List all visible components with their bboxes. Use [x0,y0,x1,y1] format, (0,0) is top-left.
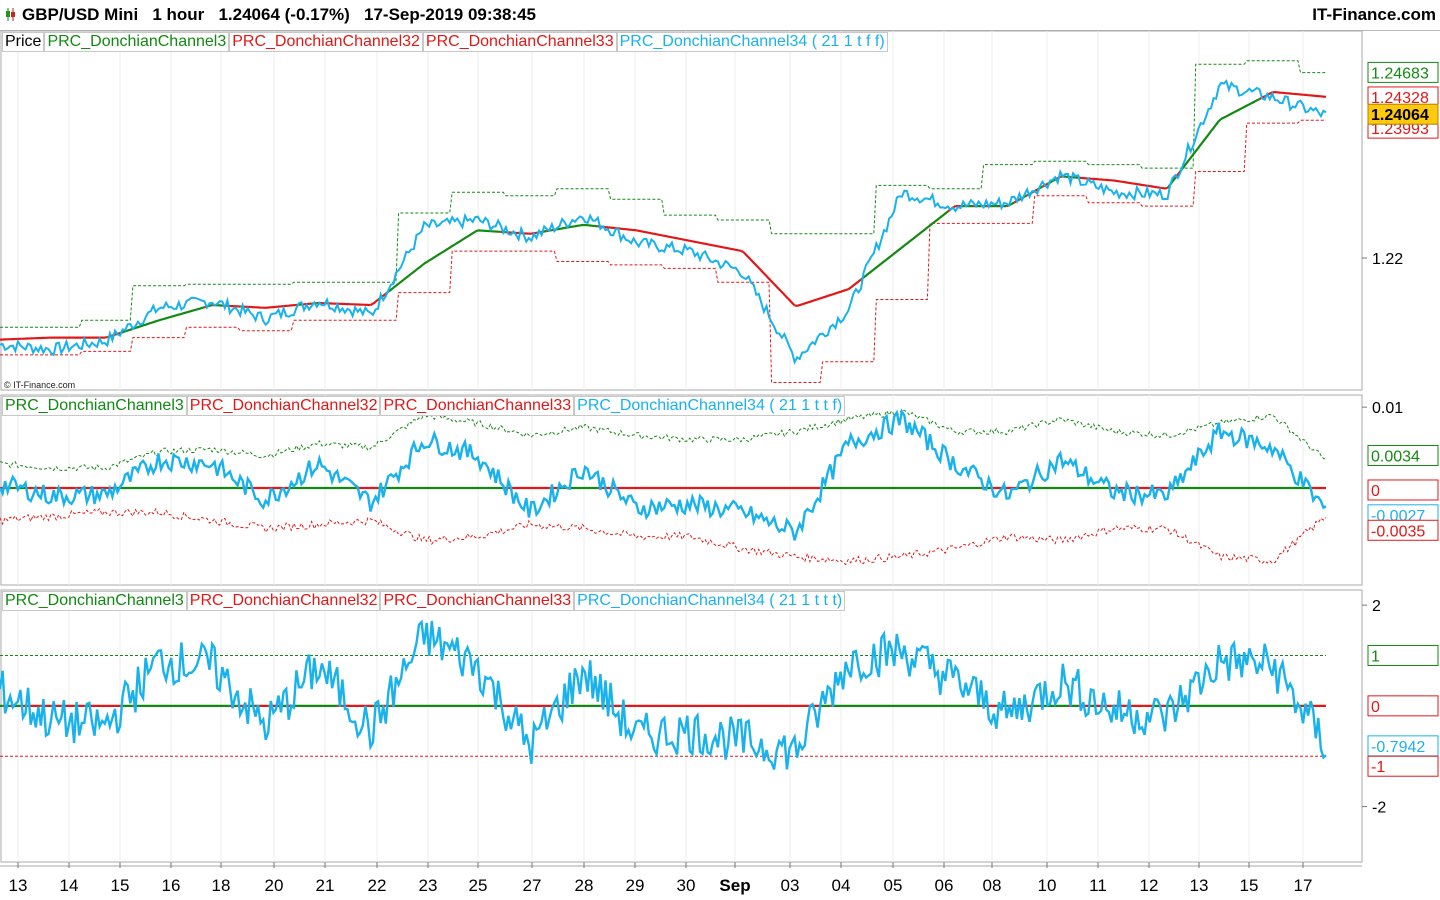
legend-donchian3[interactable]: PRC_DonchianChannel3 [44,32,230,52]
ind2-upper-value-box [1367,644,1439,666]
brand-label: IT-Finance.com [1312,5,1436,24]
midline-value: 1.24328 [1371,90,1429,107]
date-tick-label: 23 [419,876,438,895]
ind1-line [0,408,1327,541]
ind2-line [0,619,1327,770]
date-tick-label: 21 [316,876,335,895]
date-tick-label: 30 [677,876,696,895]
date-tick-label: 06 [935,876,954,895]
ind1-lower-value-box [1367,519,1439,541]
axis-tick-label: 2 [1372,598,1381,615]
legend-donchian34[interactable]: PRC_DonchianChannel34 ( 21 1 t f f) [616,32,888,52]
watermark: © IT-Finance.com [4,380,75,390]
ind2-upper-value: 1 [1371,648,1380,665]
legend-price-panel: Price PRC_DonchianChannel3 PRC_DonchianC… [2,32,888,52]
date-tick-label: 13 [9,876,28,895]
legend-donchian32[interactable]: PRC_DonchianChannel32 [186,591,381,611]
panel-frame [0,30,1363,391]
ind1-zero-value: 0 [1371,483,1380,500]
date-tick-label: 25 [469,876,488,895]
axis-tick-label: -2 [1372,800,1386,817]
date-tick-label: 20 [265,876,284,895]
legend-donchian34[interactable]: PRC_DonchianChannel34 ( 21 1 t t f) [574,396,846,416]
date-tick-label: 27 [523,876,542,895]
candlestick-icon [6,8,15,21]
legend-donchian3[interactable]: PRC_DonchianChannel3 [2,591,187,611]
date-tick-label: 03 [781,876,800,895]
date-tick-label: 12 [1140,876,1159,895]
ind2-zero-value-box [1367,695,1439,717]
legend-donchian32[interactable]: PRC_DonchianChannel32 [229,32,423,52]
last-price-value: 1.24064 [1371,107,1429,124]
date-tick-label: 10 [1038,876,1057,895]
ind2-lower-value: -1 [1371,759,1385,776]
legend-donchian32[interactable]: PRC_DonchianChannel32 [186,396,381,416]
axis-tick-label: 1.22 [1372,251,1403,268]
upper-band-value: 1.24683 [1371,65,1429,82]
chart-title: GBP/USD Mini 1 hour 1.24064 (-0.17%) 17-… [22,5,537,24]
date-tick-label: 28 [575,876,594,895]
ind2-lower-value-box [1367,755,1439,777]
legend-donchian3[interactable]: PRC_DonchianChannel3 [2,396,187,416]
date-tick-label: 17 [1294,876,1313,895]
upper-band-line [0,60,1326,328]
legend-donchian33[interactable]: PRC_DonchianChannel33 [422,32,617,52]
ind1-upper-band [0,408,1327,472]
legend-donchian34[interactable]: PRC_DonchianChannel34 ( 21 1 t t t) [574,591,846,611]
ind2-zero-value: 0 [1371,699,1380,716]
date-tick-label: 22 [368,876,387,895]
axis-tick-label: 0.01 [1372,400,1403,417]
date-tick-label: 29 [626,876,645,895]
date-tick-label: 14 [60,876,79,895]
date-tick-label: 04 [832,876,851,895]
ind1-upper-value-box [1367,444,1439,466]
legend-indicator1-panel: PRC_DonchianChannel3 PRC_DonchianChannel… [2,396,846,416]
date-tick-label: 15 [111,876,130,895]
midline-red [0,91,1327,341]
ind1-zero-value-box [1367,479,1439,501]
ind1-lower-band [0,507,1327,566]
date-tick-label: 16 [162,876,181,895]
last-price-value-box [1367,103,1439,125]
legend-donchian33[interactable]: PRC_DonchianChannel33 [380,591,575,611]
date-tick-label: 08 [983,876,1002,895]
ind1-upper-value: 0.0034 [1371,448,1420,465]
legend-indicator2-panel: PRC_DonchianChannel3 PRC_DonchianChannel… [2,591,846,611]
price-line [0,79,1327,365]
date-tick-label: Sep [719,876,750,895]
legend-price[interactable]: Price [2,32,45,52]
ind2-last-value: -0.7942 [1371,739,1425,756]
ind1-lower-value: -0.0035 [1371,523,1425,540]
lower-band-line [0,119,1326,383]
lower-band-value: 1.23993 [1371,121,1429,138]
date-tick-label: 05 [884,876,903,895]
date-tick-label: 11 [1089,876,1107,895]
date-tick-label: 13 [1190,876,1209,895]
chart-title-bar: GBP/USD Mini 1 hour 1.24064 (-0.17%) 17-… [0,0,1440,31]
upper-band-value-box [1367,61,1439,83]
legend-donchian33[interactable]: PRC_DonchianChannel33 [380,396,575,416]
date-tick-label: 18 [212,876,231,895]
date-tick-label: 15 [1240,876,1259,895]
